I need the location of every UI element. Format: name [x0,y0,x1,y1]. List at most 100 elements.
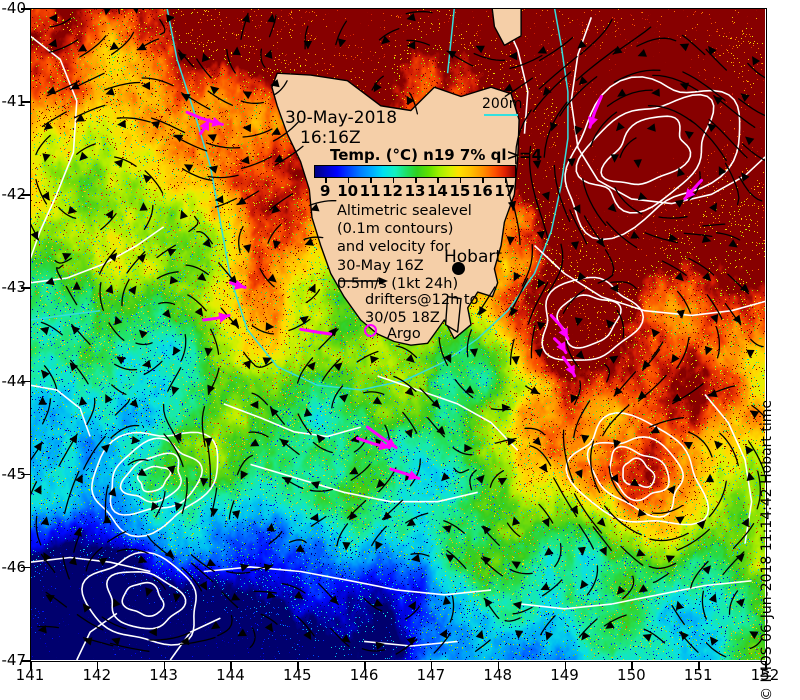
velocity-arrowhead [40,516,50,526]
y-tick-label: -46 [1,557,27,576]
velocity-arrowhead [105,284,114,294]
velocity-arrowhead [162,309,171,319]
velocity-arrowhead [41,191,50,201]
x-tick-label: 151 [683,666,713,684]
note-line-3: 30-May 16Z [337,257,424,274]
velocity-arrowhead [575,350,585,360]
velocity-tail [528,145,539,206]
velocity-arrowhead [240,563,250,572]
velocity-arrowhead [150,120,161,129]
velocity-arrowhead [137,468,147,477]
sealevel-contour [586,436,685,518]
velocity-tail [521,244,534,287]
velocity-arrowhead [544,547,554,556]
velocity-arrowhead [150,501,160,512]
velocity-arrowhead [304,237,314,246]
velocity-tail [749,637,763,650]
velocity-tail [708,480,727,518]
velocity-tail [150,117,186,134]
velocity-arrowhead [242,91,253,100]
map-plot-area[interactable] [30,8,765,660]
sealevel-contour [30,35,78,260]
velocity-arrowhead [329,595,339,605]
sealevel-contour [704,393,753,544]
sealevel-contour [377,375,519,451]
velocity-arrowhead [241,13,250,23]
drifter-arrowhead [588,116,598,128]
velocity-arrowhead [464,443,473,453]
velocity-arrowhead [577,546,586,556]
velocity-arrowhead [570,241,579,251]
velocity-arrowhead [718,166,727,176]
bathymetry-contours [30,8,569,391]
velocity-tail [724,162,740,206]
y-tick-label: -47 [1,651,27,669]
velocity-tail [474,639,491,653]
velocity-tail [99,249,116,275]
velocity-arrowhead [510,307,519,317]
velocity-arrowhead [671,353,680,364]
velocity-arrowhead [702,565,712,575]
velocity-tail [141,77,174,87]
velocity-tail [30,481,38,499]
velocity-tail [427,417,445,438]
velocity-arrowhead [508,51,518,61]
velocity-tail [156,271,179,280]
velocity-tail [288,539,307,544]
velocity-arrowhead [117,119,126,129]
velocity-arrowhead [613,439,622,449]
velocity-tail [540,615,556,636]
velocity-tail [538,503,554,524]
velocity-tail [569,209,588,245]
y-tick [21,660,30,662]
sealevel-contour [30,226,165,284]
velocity-arrowhead [310,481,320,490]
temperature-colorbar[interactable] [314,165,516,178]
velocity-arrowhead [674,272,684,282]
velocity-tail [167,367,182,392]
velocity-arrowhead [708,389,718,398]
velocity-arrowhead [441,472,450,482]
sealevel-contour [76,612,118,660]
velocity-tail [58,206,77,219]
velocity-arrowhead [749,631,759,640]
colorbar-title: Temp. (°C) n19 7% ql>=4 [330,146,543,164]
x-tick [564,661,567,670]
velocity-tail [109,642,150,652]
velocity-arrowhead [339,393,349,403]
velocity-arrowhead [408,601,416,611]
velocity-tail [683,232,713,238]
velocity-arrowhead [308,283,316,294]
velocity-arrowhead [183,164,194,173]
velocity-arrowhead [574,469,583,479]
velocity-arrowhead [45,277,55,286]
velocity-arrowhead [113,159,123,168]
velocity-arrowhead [475,629,484,640]
velocity-tail [41,398,52,425]
velocity-tail [35,134,51,156]
velocity-arrowhead [532,436,542,446]
velocity-tail [504,77,534,97]
colorbar-tick [437,178,439,183]
velocity-arrowhead [309,513,319,522]
velocity-tail [228,500,235,520]
velocity-tail [538,55,578,90]
velocity-tail [330,627,350,648]
velocity-arrowhead [675,600,684,611]
velocity-arrowhead [637,192,648,201]
velocity-tail [116,548,149,555]
velocity-arrowhead [75,113,85,122]
colorbar-tick-labels: 9 10 11 12 13 14 15 16 17 [314,182,516,200]
velocity-tail [715,232,741,241]
velocity-arrowhead [741,172,750,182]
velocity-arrowhead [609,284,619,293]
velocity-arrowhead [375,641,385,650]
y-tick [21,287,30,289]
velocity-arrowhead [129,398,139,408]
velocity-tail [274,145,304,166]
altimetry-note: Altimetric sealevel (0.1m contours) and ve… [337,202,472,293]
velocity-tail [454,378,474,399]
tasmania-landmass [235,8,522,346]
x-tick-label: 142 [82,666,112,684]
velocity-arrowhead [696,520,706,530]
